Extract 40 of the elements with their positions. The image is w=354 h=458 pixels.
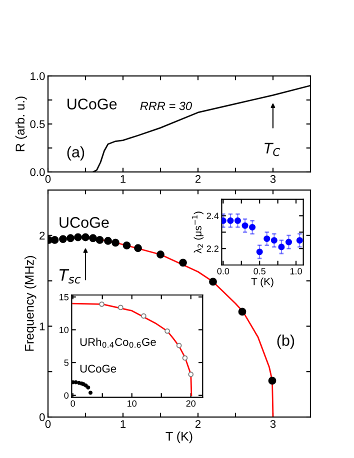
y-tick-label: 0.0 — [30, 168, 45, 176]
y-tick-label: 5 — [64, 360, 69, 366]
y-tick-label: 0.5 — [30, 120, 45, 128]
x-tick-label: 1 — [120, 175, 126, 183]
x-axis-title: T (K) — [251, 278, 274, 288]
y-tick-label: 0 — [39, 413, 45, 422]
y-tick-label: 1.0 — [30, 72, 45, 80]
annotation: T$_{sc}$ — [60, 269, 81, 284]
x-axis-title: T (K) — [166, 432, 192, 444]
annotation: (b) — [277, 334, 294, 349]
x-tick-label: 10 — [128, 400, 137, 407]
x-tick-label: 3 — [270, 420, 276, 428]
y-axis-title: R (arb. u.) — [15, 96, 27, 152]
annotation: T$_{C}$ — [264, 142, 280, 156]
annotation: RRR = 30 — [140, 102, 192, 110]
y-tick-label: 10 — [60, 326, 69, 334]
annotation: UCoGe — [68, 98, 117, 110]
y-tick-label: 0 — [64, 392, 69, 399]
annotation: (a) — [67, 146, 84, 160]
y-tick-label: 2 — [40, 232, 45, 240]
annotation: URh$_{0.4}$Co$_{0.6}$Ge — [80, 338, 156, 348]
x-tick-label: 1.0 — [290, 268, 302, 274]
y-tick-label: 15 — [60, 294, 69, 300]
x-tick-label: 2 — [195, 420, 201, 428]
x-tick-label: 20 — [186, 400, 196, 407]
x-tick-label: 3 — [270, 175, 276, 183]
y-tick-label: 2.4 — [206, 212, 219, 220]
y-tick-label: 2.2 — [206, 246, 218, 252]
annotation: UCoGe — [80, 364, 116, 373]
x-tick-label: 2 — [195, 175, 201, 183]
y-axis-title: Frequency (MHz) — [24, 256, 36, 351]
x-tick-label: 0.0 — [217, 268, 230, 274]
x-tick-label: 0.5 — [254, 268, 266, 274]
x-tick-label: 0 — [45, 420, 51, 428]
y-tick-label: 1 — [40, 322, 45, 330]
y-axis-title: λ$_{2}$ (μs$^{−1}$) — [192, 212, 204, 254]
x-tick-label: 0 — [45, 175, 51, 183]
x-tick-label: 0 — [70, 400, 76, 407]
x-tick-label: 1 — [120, 420, 126, 428]
annotation: UCoGe — [60, 217, 109, 228]
